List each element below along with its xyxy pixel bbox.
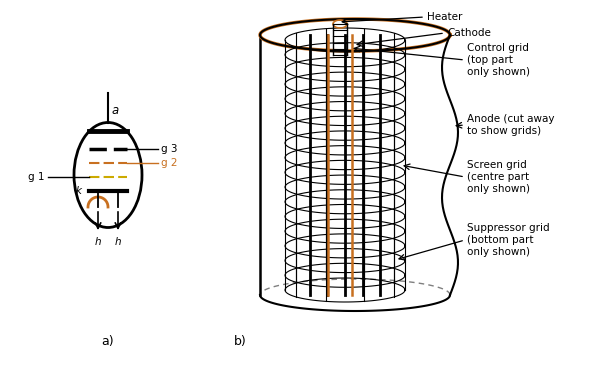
Text: h: h bbox=[95, 237, 101, 247]
Text: h: h bbox=[115, 237, 121, 247]
Text: a: a bbox=[112, 104, 119, 116]
Text: g 1: g 1 bbox=[29, 172, 45, 182]
Text: k: k bbox=[76, 186, 82, 196]
Text: Suppressor grid
(bottom part
only shown): Suppressor grid (bottom part only shown) bbox=[467, 223, 550, 257]
Text: g 2: g 2 bbox=[161, 158, 178, 168]
Text: Control grid
(top part
only shown): Control grid (top part only shown) bbox=[467, 43, 530, 77]
Text: g 3: g 3 bbox=[161, 144, 178, 154]
Text: b): b) bbox=[233, 334, 247, 347]
Text: Heater: Heater bbox=[427, 12, 463, 22]
Text: a): a) bbox=[101, 334, 115, 347]
Text: Anode (cut away
to show grids): Anode (cut away to show grids) bbox=[467, 114, 554, 136]
Text: Cathode: Cathode bbox=[447, 28, 491, 38]
Text: Screen grid
(centre part
only shown): Screen grid (centre part only shown) bbox=[467, 160, 530, 193]
